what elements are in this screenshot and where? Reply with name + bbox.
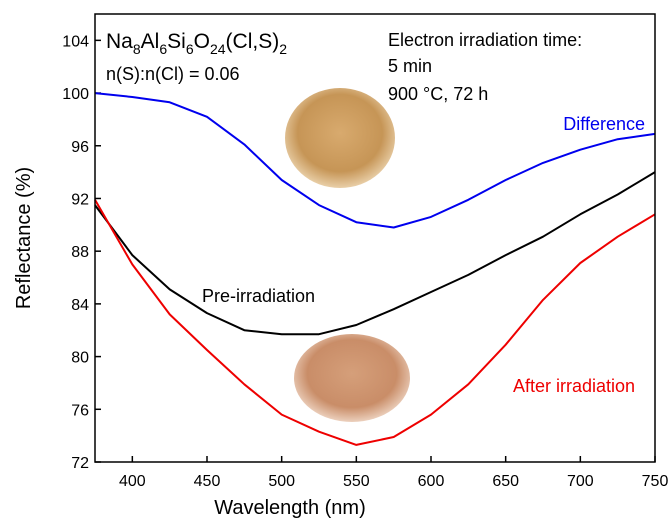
series-label: Difference [563,114,645,134]
y-tick-label: 80 [71,350,89,367]
formula-part: (Cl,S) [226,30,280,53]
formula: Na8Al6Si6O24(Cl,S)2 [106,30,287,57]
y-tick-label: 84 [71,297,89,314]
annotation: 900 °C, 72 h [388,84,488,104]
formula-subscript: 8 [133,41,141,57]
x-tick-label: 650 [492,473,519,490]
y-tick-label: 72 [71,455,89,472]
series-label: Pre-irradiation [202,286,315,306]
formula-part: Na [106,30,133,53]
series-line [94,92,656,229]
x-axis-label: Wavelength (nm) [214,497,366,519]
x-tick-label: 500 [268,473,295,490]
formula-subscript: 2 [279,41,287,57]
series-line [94,199,656,446]
y-tick-label: 100 [62,86,89,103]
y-tick-label: 76 [71,402,89,419]
powder-photo [285,88,395,188]
x-tick-label: 750 [642,473,669,490]
formula-part: O [194,30,210,53]
annotation: Electron irradiation time: [388,30,582,50]
y-tick-label: 96 [71,139,89,156]
x-tick-label: 600 [418,473,445,490]
powder-photo [294,334,410,422]
y-axis-label: Reflectance (%) [13,167,35,309]
formula-part: Al [141,30,160,53]
y-tick-label: 92 [71,191,89,208]
annotation: 5 min [388,56,432,76]
x-tick-label: 450 [194,473,221,490]
formula-subscript: 6 [159,41,167,57]
series-line [94,171,656,336]
x-tick-label: 400 [119,473,146,490]
formula-subscript: 24 [210,41,226,57]
y-tick-label: 88 [71,244,89,261]
series-label: After irradiation [513,376,635,396]
x-tick-label: 700 [567,473,594,490]
formula-part: Si [167,30,186,53]
plot-frame [94,13,656,463]
y-tick-label: 104 [62,33,89,50]
annotation: n(S):n(Cl) = 0.06 [106,64,240,84]
formula-subscript: 6 [186,41,194,57]
x-tick-label: 550 [343,473,370,490]
